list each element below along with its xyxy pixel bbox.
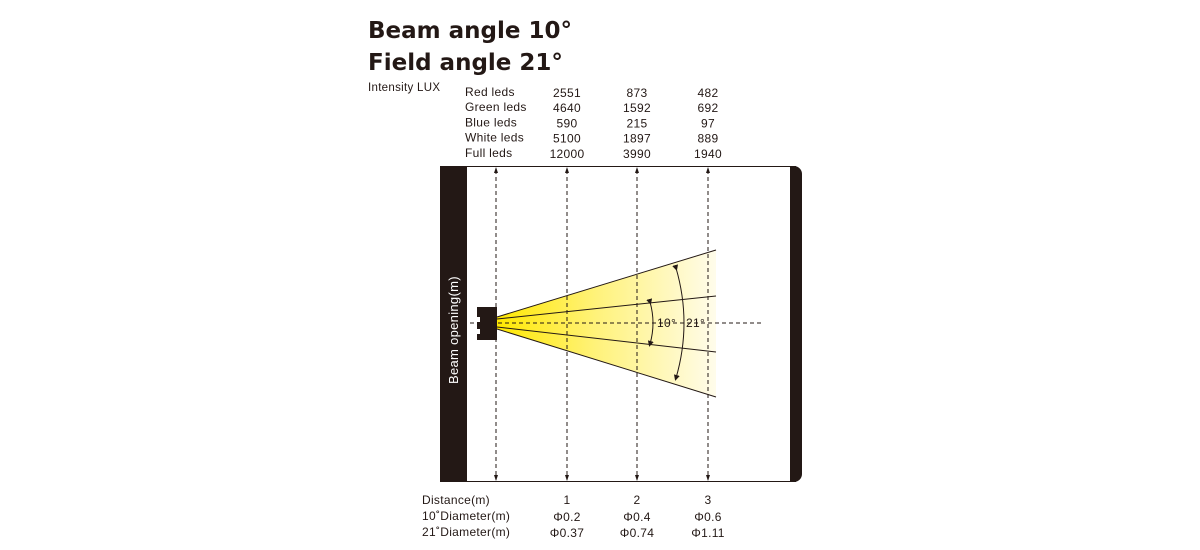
intensity-value: 1940 [694,147,722,161]
intensity-value: 1897 [623,132,651,146]
distance-row-label: 10˚Diameter(m) [422,509,510,523]
beam-angle-title: Beam angle 10° [368,18,572,44]
tick-marker [565,167,569,173]
field-edge-bottom [496,328,717,398]
distance-value: 3 [705,493,712,507]
intensity-row-label: White leds [465,131,524,145]
intensity-value: 1592 [623,101,651,115]
intensity-row-label: Green leds [465,100,527,114]
intensity-value: 692 [698,101,719,115]
distance-row-label: 21˚Diameter(m) [422,525,510,539]
intensity-value: 2551 [553,86,581,100]
field-angle-arc [672,264,685,381]
field-angle-title: Field angle 21° [368,50,563,76]
intensity-value: 482 [698,86,719,100]
right-bar [790,166,802,482]
tick-marker [565,475,569,481]
intensity-value: 5100 [553,132,581,146]
distance-table: Distance(m) 1 2 3 10˚Diameter(m) Φ0.2 Φ0.4 Φ0.6… [422,493,725,540]
distance-value: Φ0.4 [623,510,650,524]
field-angle-label: 21° [686,316,705,330]
beam-angle-label: 10° [657,316,676,330]
intensity-value: 3990 [623,147,651,161]
field-edge-top [496,249,717,318]
intensity-value: 873 [627,86,648,100]
tick-marker [494,475,498,481]
left-bar [440,166,467,482]
intensity-table: Red leds 2551 873 482 Green leds 4640 1592 692 B… [465,85,722,161]
tick-marker [635,167,639,173]
axis-label: Beam opening(m) [446,276,461,384]
intensity-value: 12000 [550,147,585,161]
intensity-row-label: Full leds [465,146,512,160]
distance-value: Φ1.11 [691,526,725,540]
distance-value: Φ0.37 [550,526,584,540]
intensity-value: 215 [627,116,648,130]
tick-marker [706,475,710,481]
intensity-value: 97 [701,116,715,130]
intensity-value: 590 [557,116,578,130]
distance-value: Φ0.2 [553,510,580,524]
intensity-value: 889 [698,132,719,146]
intensity-row-label: Blue leds [465,115,517,129]
distance-value: Φ0.74 [620,526,654,540]
tick-marker [635,475,639,481]
distance-value: Φ0.6 [694,510,721,524]
intensity-value: 4640 [553,101,581,115]
beam-angle-arc [646,298,654,347]
distance-row-label: Distance(m) [422,493,490,507]
tick-marker [494,167,498,173]
lamp-icon [477,307,497,340]
distance-value: 2 [634,493,641,507]
tick-marker [706,167,710,173]
intensity-row-label: Red leds [465,85,515,99]
intensity-label: Intensity LUX [368,82,440,94]
distance-value: 1 [564,493,571,507]
